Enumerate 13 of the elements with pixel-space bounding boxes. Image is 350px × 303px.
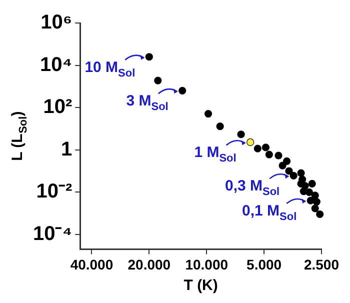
y-tick-label: 10⁻² [36,180,72,203]
y-axis-title: L (LSol) [9,111,30,161]
x-tick-label: 5.000 [246,256,282,272]
y-tick-label: 10⁴ [40,54,72,76]
x-tick-label: 20.000 [128,256,171,272]
x-tick-label: 2.500 [304,256,340,272]
x-axis-title: T (K) [184,277,218,294]
y-tick-label: 10⁻⁴ [33,222,72,245]
x-tick-label: 10.000 [185,256,228,272]
y-tick-label: 10⁶ [40,12,72,34]
y-tick-label: 10² [43,96,72,118]
x-tick-label: 40.000 [70,256,114,272]
y-tick-label: 1 [61,138,72,160]
